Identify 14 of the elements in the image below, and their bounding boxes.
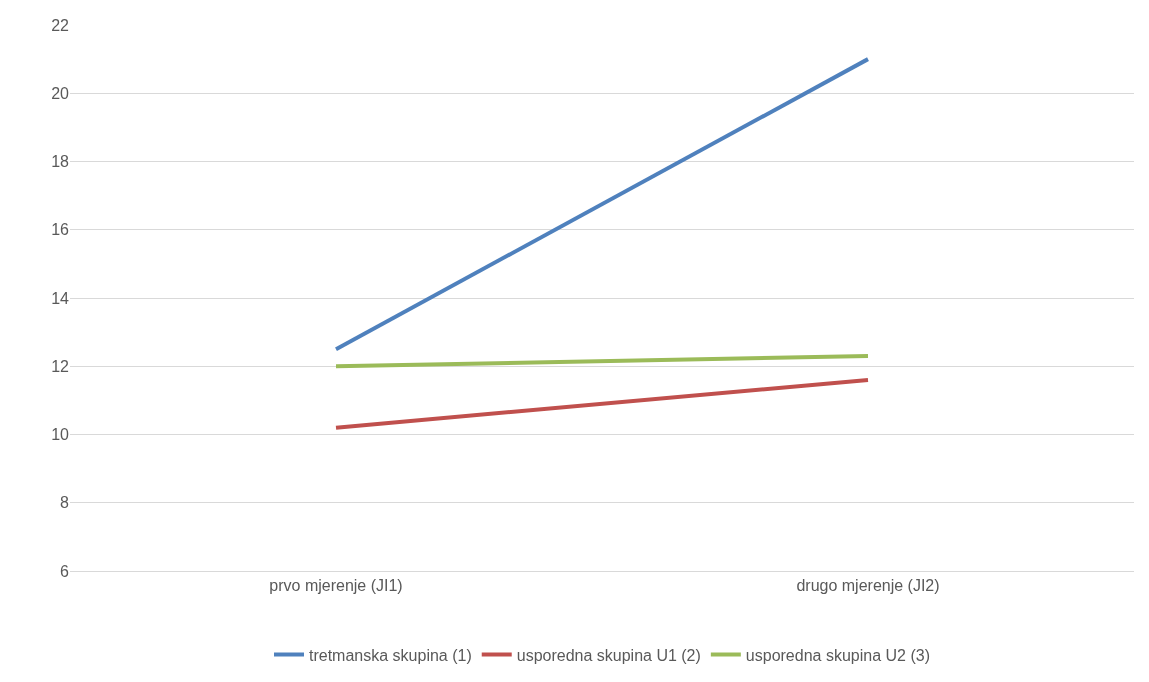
x-tick-label: drugo mjerenje (JI2) (796, 577, 940, 595)
y-tick-label: 6 (60, 562, 70, 580)
y-tick-label: 8 (60, 494, 70, 512)
y-tick-label: 12 (51, 357, 70, 375)
legend-label: tretmanska skupina (1) (309, 646, 472, 664)
y-tick-label: 18 (51, 153, 70, 171)
legend-label: usporedna skupina U2 (3) (745, 646, 930, 664)
y-tick-label: 14 (51, 289, 70, 307)
y-tick-label: 10 (51, 426, 70, 444)
y-tick-label: 22 (51, 16, 70, 34)
y-tick-label: 20 (51, 84, 70, 102)
y-tick-label: 16 (51, 221, 70, 239)
x-tick-label: prvo mjerenje (JI1) (269, 577, 403, 595)
legend-label: usporedna skupina U1 (2) (516, 646, 701, 664)
